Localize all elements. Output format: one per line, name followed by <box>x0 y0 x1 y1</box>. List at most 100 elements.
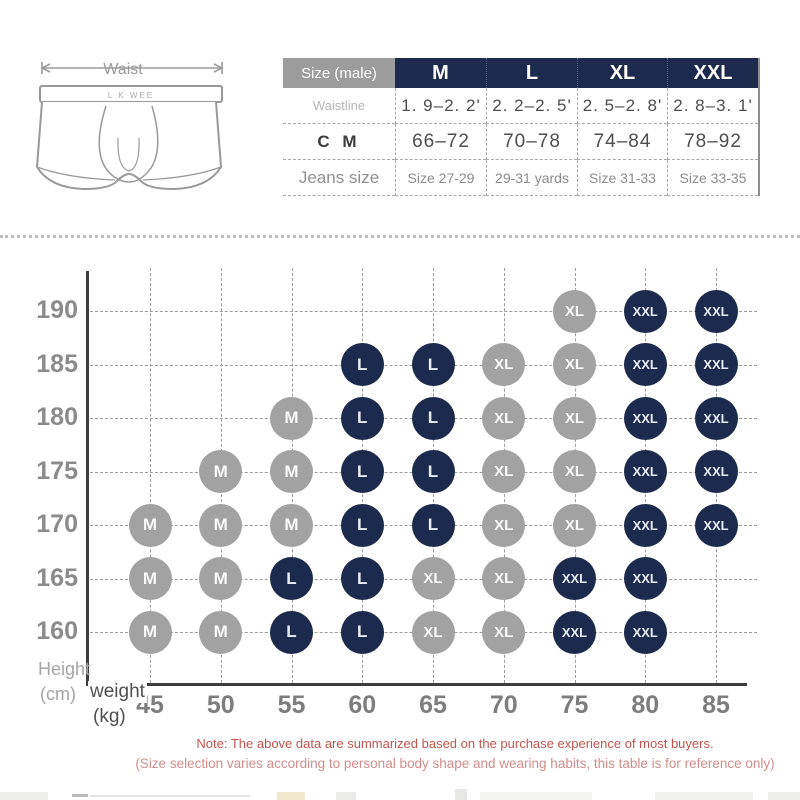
size-bubble: XXL <box>694 503 738 547</box>
size-bubble: XL <box>553 450 596 493</box>
vertical-gridline <box>150 268 151 683</box>
size-bubble: L <box>411 343 455 386</box>
size-bubble: L <box>340 450 384 493</box>
size-bubble: L <box>340 343 384 386</box>
waist-arrow <box>40 62 224 74</box>
size-bubble: XXL <box>623 396 667 440</box>
size-bubble: XXL <box>694 289 738 333</box>
size-bubble: M <box>270 503 313 547</box>
row-label-cm: C M <box>283 124 395 160</box>
right-leg-hem <box>142 166 222 181</box>
size-bubble: XL <box>411 610 455 654</box>
x-axis-title-line1: weight <box>88 681 147 703</box>
y-tick-label: 185 <box>36 349 78 378</box>
size-bubble: L <box>411 450 455 493</box>
y-axis-line <box>86 271 89 685</box>
size-table-header-xl: XL <box>577 58 667 88</box>
y-tick-label: 175 <box>36 456 78 485</box>
bottom-strip-segment <box>0 792 48 800</box>
size-table: Size (male) M L XL XXL Waistline 1. 9–2.… <box>283 58 760 196</box>
bottom-strip-segment <box>455 789 467 800</box>
size-bubble: XXL <box>694 450 738 493</box>
size-bubble: M <box>270 450 313 493</box>
size-bubble: L <box>270 610 313 654</box>
size-table-header-xxl: XXL <box>667 58 758 88</box>
size-bubble: XL <box>553 503 596 547</box>
size-bubble: XL <box>482 396 526 440</box>
size-bubble: L <box>270 557 313 600</box>
boxer-illustration: Waist L K WEE <box>35 61 224 191</box>
table-cell: 78–92 <box>667 124 758 160</box>
y-axis-title-line1: Height <box>38 659 91 679</box>
waistband-brand-text: L K WEE <box>108 91 154 100</box>
table-cell: Size 31-33 <box>577 160 667 196</box>
y-tick-label: 170 <box>36 510 78 538</box>
size-bubble: L <box>340 610 384 654</box>
bottom-strip-segment <box>336 792 356 800</box>
table-cell: 70–78 <box>486 124 577 160</box>
size-table-corner-header: Size (male) <box>283 58 395 88</box>
table-cell: 2. 8–3. 1' <box>667 88 758 124</box>
x-tick-label: 60 <box>348 691 377 719</box>
bottom-strip-segment <box>655 792 753 800</box>
bottom-strip-segment <box>480 792 592 800</box>
y-tick-label: 165 <box>36 563 78 592</box>
size-bubble: M <box>199 610 243 654</box>
x-tick-label: 80 <box>631 691 660 719</box>
row-label-jeans-size: Jeans size <box>283 160 395 196</box>
size-bubble: XXL <box>623 610 667 654</box>
table-cell: Size 27-29 <box>395 160 486 196</box>
size-table-header-l: L <box>486 58 577 88</box>
size-bubble: XL <box>553 396 596 440</box>
size-table-header-m: M <box>395 58 486 88</box>
size-bubble: M <box>199 450 243 493</box>
waist-label: Waist <box>103 61 143 78</box>
size-bubble: M <box>128 503 172 547</box>
pouch-inner-contour <box>117 137 140 172</box>
x-tick-label: 70 <box>489 691 518 719</box>
boxer-outline <box>35 101 223 191</box>
section-separator <box>0 235 800 238</box>
bottom-strip-segment <box>277 792 305 800</box>
pouch-contour <box>98 105 159 183</box>
x-tick-label: 75 <box>560 691 589 719</box>
size-bubble: XXL <box>623 503 667 547</box>
x-tick-label: 55 <box>277 691 306 719</box>
bottom-strip-segment <box>768 792 800 800</box>
row-label-waistline: Waistline <box>283 88 395 124</box>
bottom-strip-segment <box>90 795 250 797</box>
table-cell: 74–84 <box>577 124 667 160</box>
x-axis-line <box>86 683 747 686</box>
y-tick-label: 160 <box>36 617 78 645</box>
horizontal-gridline <box>90 311 757 312</box>
size-bubble: L <box>411 396 455 440</box>
table-cell: 2. 5–2. 8' <box>577 88 667 124</box>
note-line-2: (Size selection varies according to pers… <box>135 756 775 771</box>
size-bubble: L <box>411 503 455 547</box>
x-tick-label: 65 <box>419 691 447 719</box>
bottom-strip-segment <box>72 794 88 797</box>
y-tick-label: 180 <box>36 403 78 431</box>
size-bubble: XL <box>482 557 526 600</box>
size-bubble: L <box>340 503 384 547</box>
size-bubble: M <box>128 557 172 600</box>
size-bubble: XL <box>553 289 596 333</box>
table-cell: Size 33-35 <box>667 160 758 196</box>
size-bubble: XXL <box>553 557 596 600</box>
size-bubble: L <box>340 396 384 440</box>
size-bubble: XXL <box>623 557 667 600</box>
size-bubble: XXL <box>623 343 667 386</box>
size-bubble: XXL <box>694 396 738 440</box>
x-tick-label: 85 <box>702 691 730 719</box>
size-bubble: M <box>270 396 313 440</box>
size-bubble: XXL <box>623 289 667 333</box>
size-bubble: XL <box>411 557 455 600</box>
size-bubble: XL <box>482 610 526 654</box>
table-cell: 2. 2–2. 5' <box>486 88 577 124</box>
note-line-1: Note: The above data are summarized base… <box>196 736 714 751</box>
table-cell: 29-31 yards <box>486 160 577 196</box>
size-bubble: XL <box>482 503 526 547</box>
size-bubble: M <box>199 503 243 547</box>
table-cell: 66–72 <box>395 124 486 160</box>
